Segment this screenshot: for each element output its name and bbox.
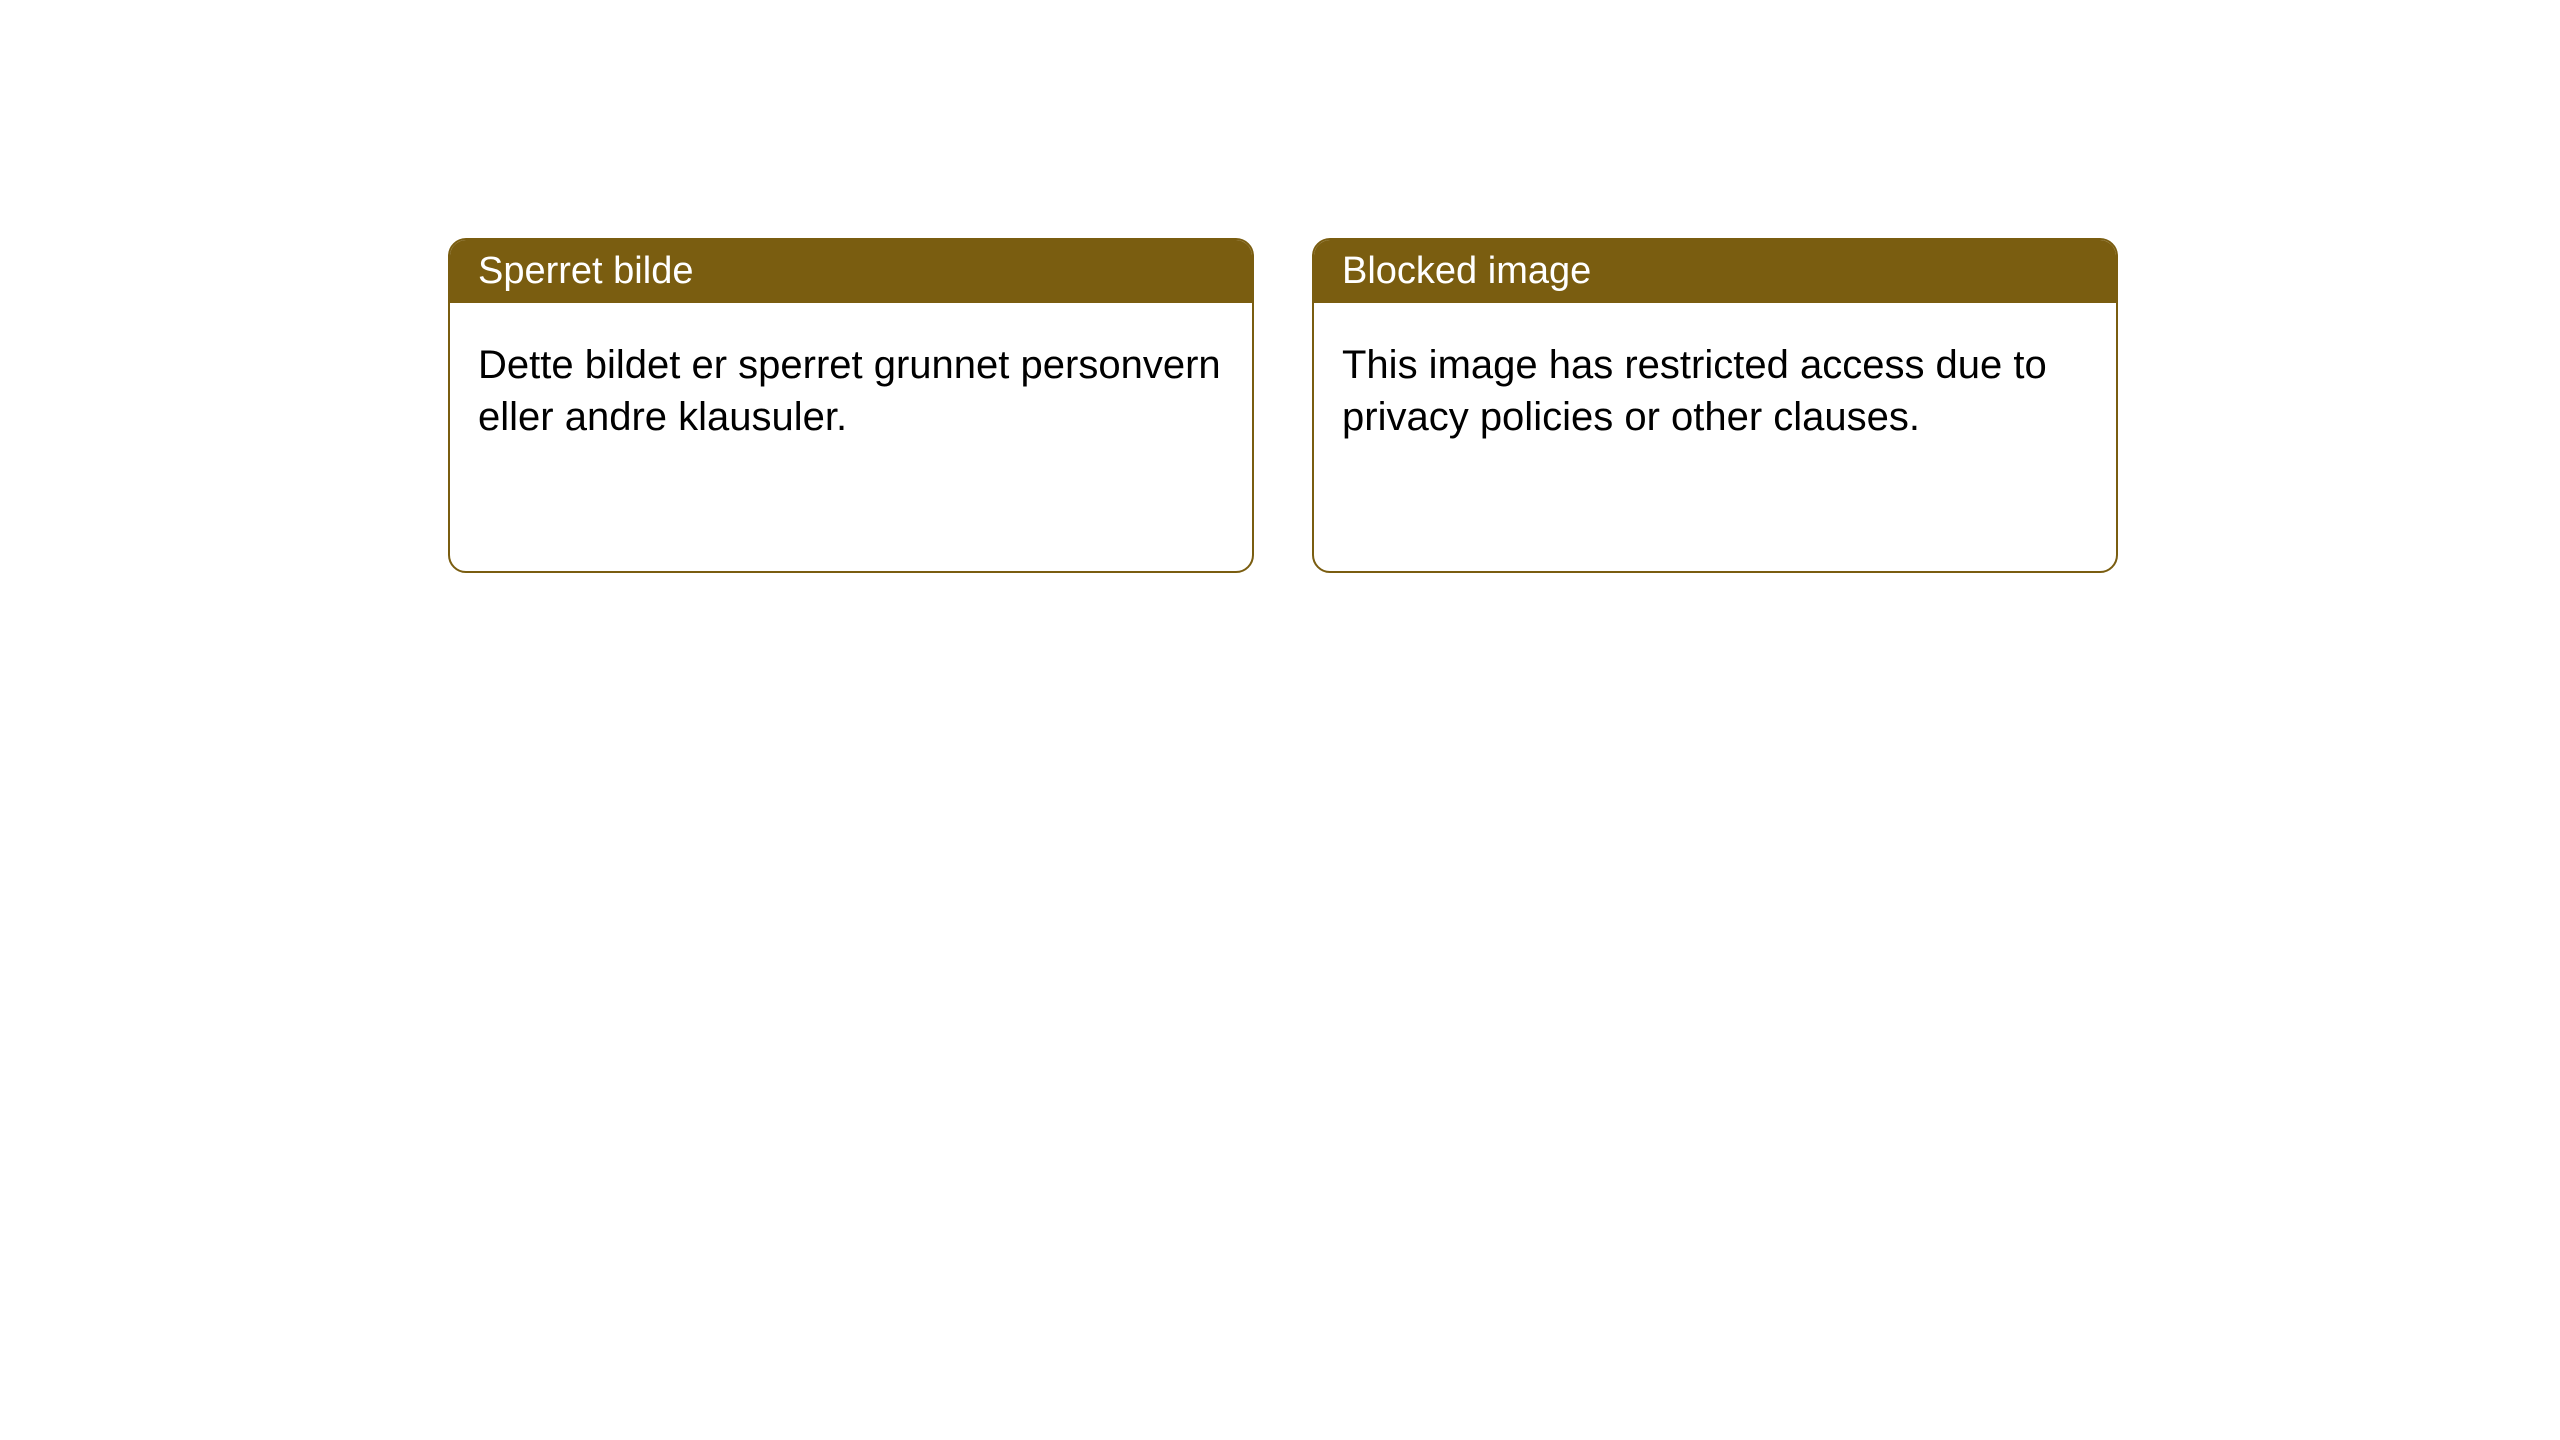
notice-body: Dette bildet er sperret grunnet personve… xyxy=(450,303,1252,479)
notice-body: This image has restricted access due to … xyxy=(1314,303,2116,479)
notice-header: Blocked image xyxy=(1314,240,2116,303)
notice-header: Sperret bilde xyxy=(450,240,1252,303)
notice-card-english: Blocked image This image has restricted … xyxy=(1312,238,2118,573)
notice-card-norwegian: Sperret bilde Dette bildet er sperret gr… xyxy=(448,238,1254,573)
notices-container: Sperret bilde Dette bildet er sperret gr… xyxy=(0,0,2560,573)
